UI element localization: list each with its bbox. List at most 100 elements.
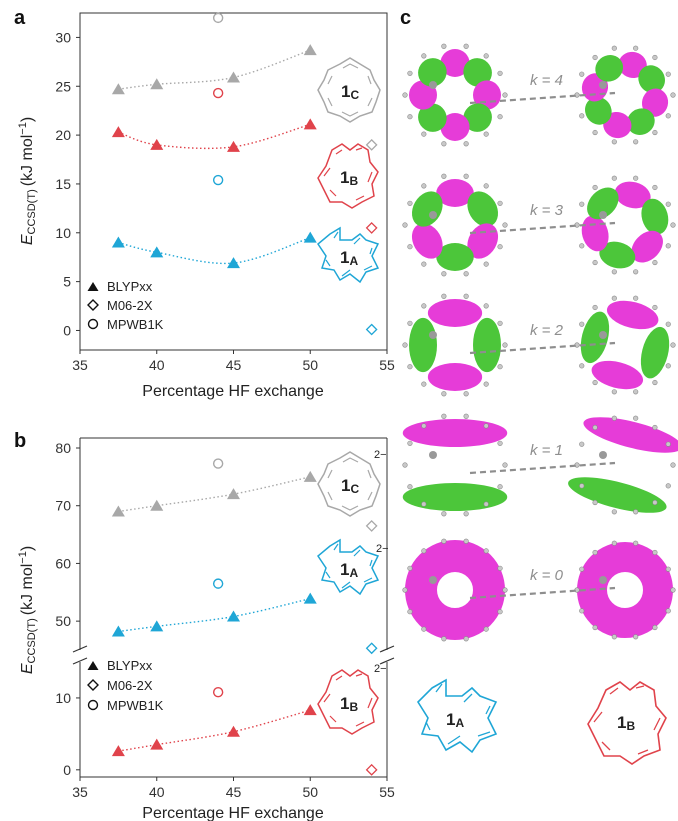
hydrogen-atom [633,269,639,275]
hydrogen-atom [441,636,447,642]
legend-a-circle-icon [87,318,99,330]
orbital-right-0 [574,45,676,145]
mol-label-1a-c: 1A [446,710,464,730]
hydrogen-atom [483,381,489,387]
mol-ring-inner-1a-b [325,543,373,589]
hydrogen-atom [407,609,413,615]
chart-b-ylabel-close: ) [19,546,36,551]
carbon-atom [599,576,607,584]
hydrogen-atom [483,501,489,507]
hydrogen-atom [665,566,671,572]
orbital-lobe [638,65,665,94]
mol-label-1a-a: 1A [340,248,358,268]
m06-point-1b [365,763,378,776]
hydrogen-atom [497,364,503,370]
blyp-point-1c-0 [111,83,125,95]
mol-label-1b-b-num: 1 [340,694,349,713]
mol-ring-inner-1a-c [425,683,491,745]
carbon-atom [429,211,437,219]
chart-a-legend: BLYPxx M06-2X MPWB1K [87,279,164,332]
hydrogen-atom [592,499,598,506]
mol-ring-inner-1b-c [593,685,661,755]
hydrogen-atom [652,54,658,61]
mol-charge-1c-b: 2− [374,449,387,461]
mpwb1k-point-1b [212,686,224,698]
hydrogen-atom [579,608,585,614]
y-tick-label: 10 [55,690,71,706]
mol-ring-1c-b [317,451,381,517]
k-label: k = 3 [530,202,564,219]
hydrogen-atom [592,624,598,631]
carbon-atom [429,81,437,89]
hydrogen-atom [463,538,469,544]
blyp-point-1a-0 [111,625,125,637]
orbital-left-3 [402,413,508,517]
orbital-lobe [463,103,492,132]
hydrogen-atom [463,636,469,642]
blyp-point-1b-3 [303,118,317,130]
orbital-lobe [436,179,474,207]
hydrogen-atom [497,565,503,571]
orbital-lobe [580,311,610,364]
hydrogen-atom [483,423,489,429]
orbital-core [441,576,469,604]
mol-ring-1a-c [416,678,498,754]
mol-ring-inner-1b-a [323,147,373,201]
blyp-point-1b-0 [111,126,125,138]
panel-letter-a: a [14,7,26,29]
y-tick-label: 60 [55,555,71,571]
hydrogen-atom [497,200,503,206]
orbital-left-4 [402,538,508,642]
axis-break-right-1 [379,645,395,653]
blyp-point-1a-3 [303,592,317,604]
fit-line-1a [118,597,311,633]
blyp-point-1a-1 [150,620,164,632]
orbital-lobe [402,483,508,511]
orbital-lobe [409,317,437,373]
carbon-atom [599,331,607,339]
hydrogen-atom [670,222,676,228]
legend-b-triangle-icon [87,661,99,670]
m06-point-1a [365,642,378,655]
hydrogen-atom [407,244,413,250]
mol-label-1a-a-num: 1 [340,248,349,267]
chart-a-ylabel-exp: −1 [17,122,29,135]
orbital-lobe [473,317,501,373]
x-tick-label: 40 [149,357,165,373]
hydrogen-atom [579,113,585,119]
hydrogen-atom [611,540,617,546]
chart-a-x-ticks: 35 40 45 50 55 [72,350,395,373]
m06-point-1c [365,519,378,532]
blyp-point-1c-2 [227,488,240,500]
mol-ring-inner-1b-b [323,673,373,727]
hydrogen-atom [463,391,469,397]
hydrogen-atom [407,114,413,120]
y-tick-label: 0 [63,762,71,778]
k-label-bg [527,69,575,89]
mol-icon-1c-b: 1C 2− [317,449,387,517]
mol-label-1c-b: 1C [341,476,359,496]
hydrogen-atom [463,173,469,179]
y-tick-label: 0 [63,322,71,338]
hydrogen-atom [633,175,639,181]
mol-label-1c-a-sub: C [350,88,359,102]
hydrogen-atom [483,183,489,189]
hydrogen-atom [611,509,617,515]
chart-a-ylabel-close: ) [19,117,36,122]
legend-b-mpw: MPWB1K [107,698,164,713]
orbital-lobe [427,299,483,327]
legend-b-circle-icon [87,699,99,711]
hydrogen-atom [652,184,658,191]
fit-line-1c [118,476,311,513]
mol-ring-1a-a [317,226,380,284]
mol-ring-1a-b [317,538,380,596]
hydrogen-atom [421,131,427,137]
hydrogen-atom [402,92,408,98]
mol-label-1b-c-sub: B [626,719,635,733]
hydrogen-atom [652,499,658,506]
hydrogen-atom [483,53,489,59]
fit-line-1a [118,237,311,265]
mol-icon-1b-a: 1B [317,143,379,209]
orbital-lobe [568,477,667,513]
hydrogen-atom [402,342,408,348]
